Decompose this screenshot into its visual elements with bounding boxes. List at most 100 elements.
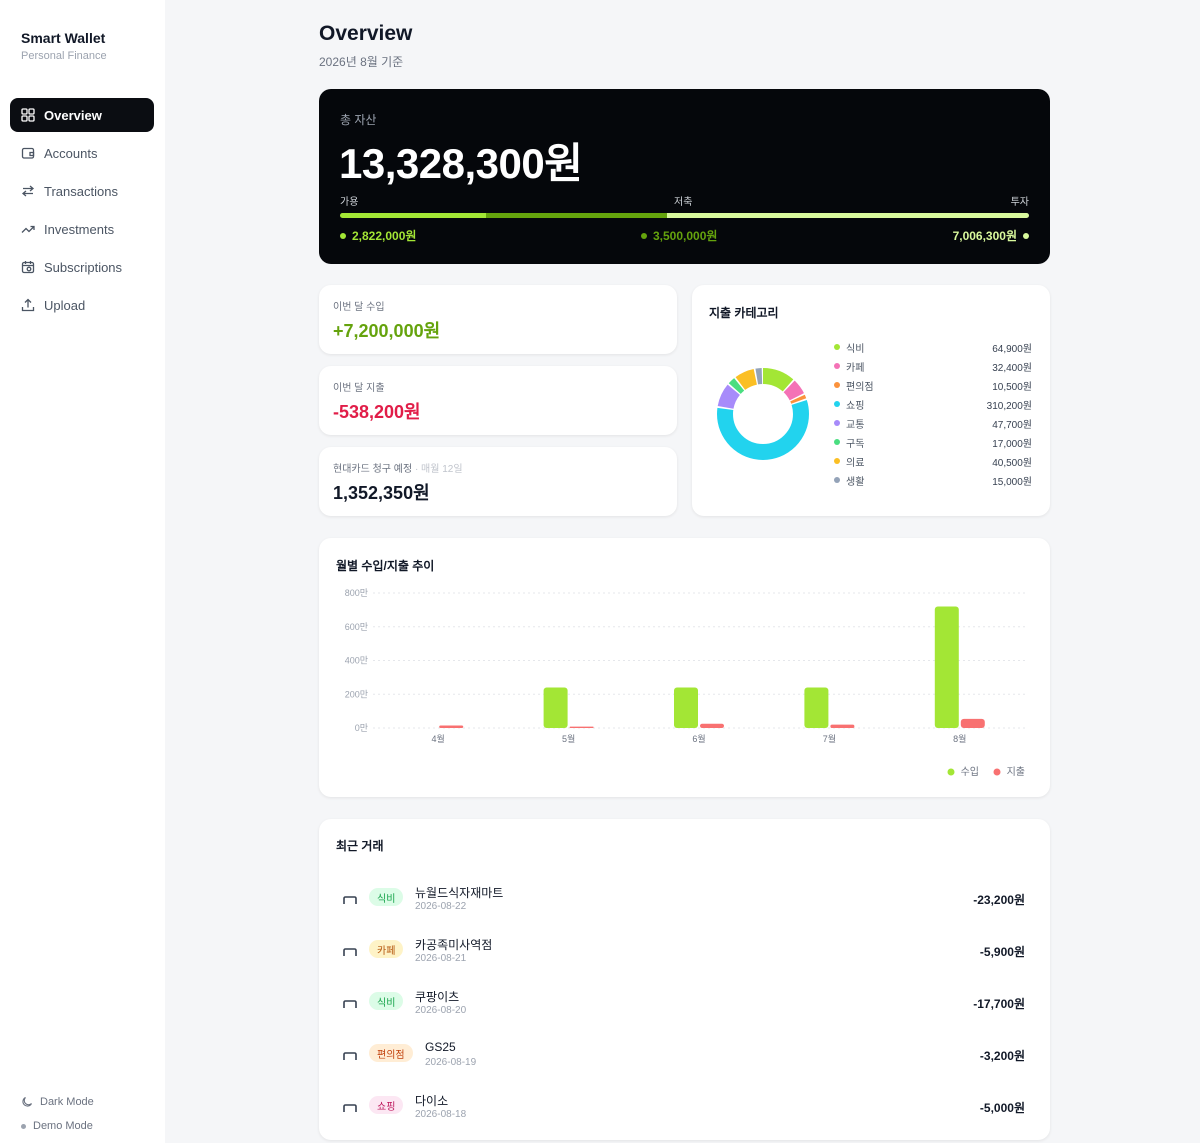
sidebar-item-investments[interactable]: Investments [10,212,154,246]
y-tick-label: 600만 [345,622,368,632]
card-icon [343,944,357,956]
category-badge: 카페 [369,940,404,958]
recent-transactions-card: 최근 거래 식비 뉴월드식자재마트 2026-08-22 -23,200원 카페 카공족미… [319,819,1050,1140]
transaction-merchant: 뉴월드식자재마트 [415,886,504,900]
transaction-merchant: 카공족미사역점 [415,938,493,952]
transaction-row[interactable]: 편의점 GS25 2026-08-19 -3,200원 [319,1036,1050,1088]
category-badge: 식비 [369,888,404,906]
bar-expense [700,723,724,728]
category-badge: 쇼핑 [369,1096,404,1114]
spending-category-card: 지출 카테고리 식비 64,900원 카페 32,400원 편의점 10,500원 쇼핑 31… [692,285,1050,516]
y-tick-label: 800만 [345,588,368,598]
bar-expense [830,724,855,728]
segment-value-investment: 7,006,300원 [953,227,1029,244]
card-icon [343,996,357,1008]
income-label: 이번 달 수입 [333,302,385,313]
legend-dot-icon [834,363,840,369]
sidebar-item-label: Transactions [44,183,118,199]
chart-legend-label: 수입 [961,765,979,778]
legend-dot-icon [834,458,840,464]
legend-label: 구독 [846,438,865,450]
x-tick-label: 8월 [953,733,966,744]
trending-up-icon [21,222,35,236]
bar-expense [569,726,594,728]
segment-value-savings: 3,500,000원 [641,227,717,244]
total-assets-card: 총 자산 13,328,300원 가용 저축 투자 2,822,000원 3,5… [319,89,1050,264]
sidebar-item-upload[interactable]: Upload [10,288,154,322]
transaction-row[interactable]: 쇼핑 다이소 2026-08-18 -5,000원 [319,1088,1050,1140]
chart-legend-dot-icon [993,768,1001,776]
expense-value: -538,200원 [333,402,421,422]
transaction-row[interactable]: 식비 쿠팡이츠 2026-08-20 -17,700원 [319,984,1050,1036]
monthly-trend-card: 월별 수입/지출 추이 0만 200만 400만 600만 800만 4월 5월 6월 7월 8월… [319,538,1050,797]
legend-item: 식비 64,900원 [834,339,1032,355]
segment-label-investment: 투자 [1010,197,1029,208]
brand: Smart Wallet Personal Finance [21,30,107,62]
sidebar-item-label: Upload [44,297,86,313]
calendar-clock-icon [21,260,35,274]
sidebar-nav: Overview Accounts Transactions Investmen… [10,98,154,326]
expense-label: 이번 달 지출 [333,383,385,394]
y-tick-label: 200만 [345,689,368,699]
x-tick-label: 6월 [692,733,705,744]
legend-label: 식비 [846,343,865,355]
transaction-amount: -5,900원 [979,945,1025,959]
allocation-segment-savings [486,213,668,218]
legend-item: 교통 47,700원 [834,415,1032,431]
legend-dot-icon [834,477,840,483]
total-assets-label: 총 자산 [340,113,377,127]
sidebar-item-overview[interactable]: Overview [10,98,154,132]
donut-slice-3 [717,368,809,460]
sidebar-item-accounts[interactable]: Accounts [10,136,154,170]
category-title: 지출 카테고리 [709,306,779,320]
dark-mode-toggle[interactable]: Dark Mode [21,1096,94,1108]
x-tick-label: 5월 [562,733,575,744]
transaction-amount: -23,200원 [973,893,1025,907]
legend-label: 교통 [846,419,865,431]
segment-label-available: 가용 [340,197,359,208]
legend-label: 편의점 [846,381,874,393]
wallet-icon [21,146,35,160]
legend-amount: 32,400원 [992,362,1032,374]
legend-label: 쇼핑 [846,400,865,412]
status-dot-icon [21,1123,26,1129]
allocation-segment-investment [667,213,1029,218]
legend-dot-icon [834,420,840,426]
bar-expense [960,718,985,728]
sidebar-item-subscriptions[interactable]: Subscriptions [10,250,154,284]
legend-amount: 64,900원 [992,343,1032,355]
transaction-amount: -17,700원 [973,997,1025,1011]
x-tick-label: 7월 [823,733,836,744]
legend-dot-icon [834,344,840,350]
y-tick-label: 400만 [345,656,368,666]
legend-dot-icon [834,401,840,407]
card-bill-note: · 매월 12일 [414,464,463,475]
category-badge: 편의점 [369,1044,413,1062]
segment-value-available: 2,822,000원 [340,227,416,244]
legend-amount: 15,000원 [992,476,1032,488]
bar-income [674,687,698,728]
sidebar-item-transactions[interactable]: Transactions [10,174,154,208]
segment-value-text: 3,500,000원 [653,229,718,243]
legend-amount: 17,000원 [992,438,1032,450]
card-bill-card: 현대카드 청구 예정 · 매월 12일 1,352,350원 [319,447,677,516]
transaction-amount: -5,000원 [979,1101,1025,1115]
chart-legend-label: 지출 [1007,766,1025,778]
segment-value-text: 7,006,300원 [952,229,1017,243]
card-icon [343,1100,357,1112]
transaction-date: 2026-08-18 [415,1109,467,1120]
chart-title: 월별 수입/지출 추이 [336,559,435,573]
legend-amount: 47,700원 [992,419,1032,431]
income-card: 이번 달 수입 +7,200,000원 [319,285,677,354]
allocation-segment-available [340,213,487,218]
moon-icon [21,1096,33,1108]
legend-item: 쇼핑 310,200원 [834,396,1032,412]
transaction-date: 2026-08-20 [415,1005,467,1016]
legend-item: 생활 15,000원 [834,472,1032,488]
segment-label-savings: 저축 [674,197,693,208]
brand-subtitle: Personal Finance [21,50,107,62]
brand-title: Smart Wallet [21,30,106,46]
sidebar-item-label: Overview [44,107,102,123]
transaction-row[interactable]: 식비 뉴월드식자재마트 2026-08-22 -23,200원 [319,880,1050,932]
transaction-row[interactable]: 카페 카공족미사역점 2026-08-21 -5,900원 [319,932,1050,984]
